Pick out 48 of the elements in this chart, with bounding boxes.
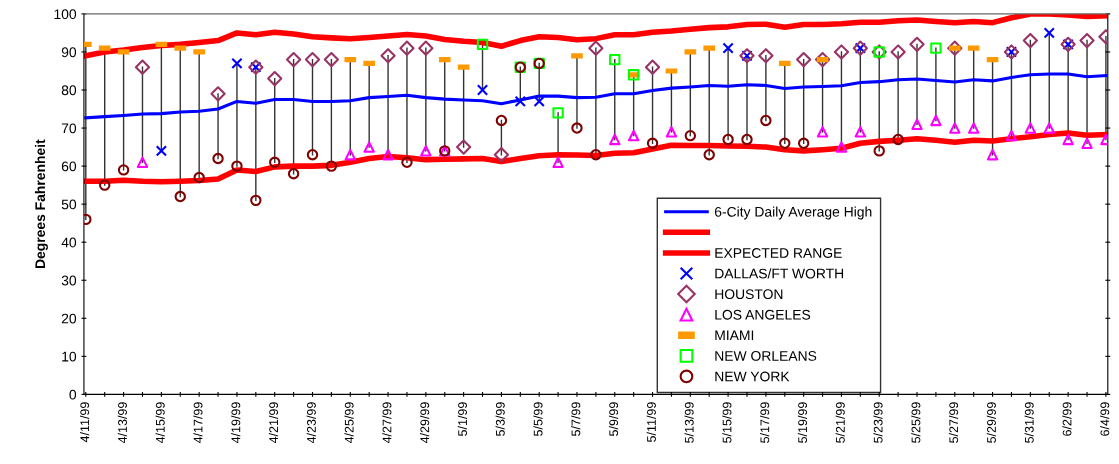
x-tick-label: 4/11/99 (79, 402, 90, 443)
legend-label: LOS ANGELES (715, 309, 811, 320)
x-tick-label: 5/13/99 (684, 402, 694, 443)
legend-label: NEW YORK (715, 371, 790, 382)
legend-label: EXPECTED RANGE (715, 248, 842, 258)
x-tick-label: 5/21/99 (835, 402, 845, 443)
x-tick-label: 4/17/99 (193, 402, 203, 444)
x-tick-label: 6/4/99 (1100, 402, 1110, 436)
x-tick-label: 4/25/99 (344, 402, 354, 444)
x-tick-label: 5/23/99 (873, 402, 883, 443)
x-tick-label: 5/11/99 (646, 402, 656, 442)
x-tick-label: 5/9/99 (608, 402, 619, 436)
x-tick-label: 6/2/99 (1062, 402, 1072, 436)
y-tick-label: 90 (61, 47, 77, 58)
x-tick-label: 5/29/99 (986, 402, 996, 443)
y-tick-label: 30 (61, 275, 77, 286)
x-tick-label: 5/3/99 (495, 402, 505, 436)
x-tick-label: 5/5/99 (533, 402, 543, 436)
legend-label: 6-City Daily Average High (714, 206, 872, 220)
x-tick-label: 5/17/99 (760, 402, 770, 443)
y-tick-label: 10 (62, 351, 77, 362)
x-tick-label: 4/29/99 (420, 402, 430, 444)
y-tick-label: 50 (61, 199, 77, 210)
x-tick-label: 4/27/99 (382, 402, 392, 444)
x-tick-label: 4/15/99 (155, 402, 165, 444)
x-tick-label: 4/19/99 (231, 402, 241, 444)
x-tick-label: 5/1/99 (457, 402, 467, 436)
y-axis-title: Degrees Fahrenheit (34, 139, 48, 269)
x-tick-label: 4/13/99 (117, 402, 127, 444)
y-tick-label: 0 (69, 389, 77, 400)
y-tick-label: 70 (61, 123, 77, 134)
x-tick-label: 5/31/99 (1024, 402, 1034, 443)
y-tick-label: 20 (61, 313, 77, 324)
legend-label: NEW ORLEANS (715, 351, 817, 361)
x-tick-label: 5/27/99 (948, 402, 959, 443)
legend-label: DALLAS/FT WORTH (715, 268, 844, 279)
x-tick-label: 4/23/99 (306, 402, 316, 444)
legend-label: MIAMI (715, 330, 754, 341)
x-tick-label: 5/7/99 (571, 402, 581, 436)
x-tick-label: 5/15/99 (722, 402, 732, 443)
x-tick-label: 4/21/99 (268, 402, 279, 444)
y-tick-label: 80 (61, 85, 77, 96)
y-tick-label: 40 (61, 237, 77, 248)
y-tick-label: 100 (54, 9, 77, 20)
y-tick-label: 60 (61, 161, 77, 172)
legend-label: HOUSTON (715, 289, 783, 300)
x-tick-label: 5/25/99 (911, 402, 921, 443)
x-tick-label: 5/19/99 (797, 402, 808, 443)
